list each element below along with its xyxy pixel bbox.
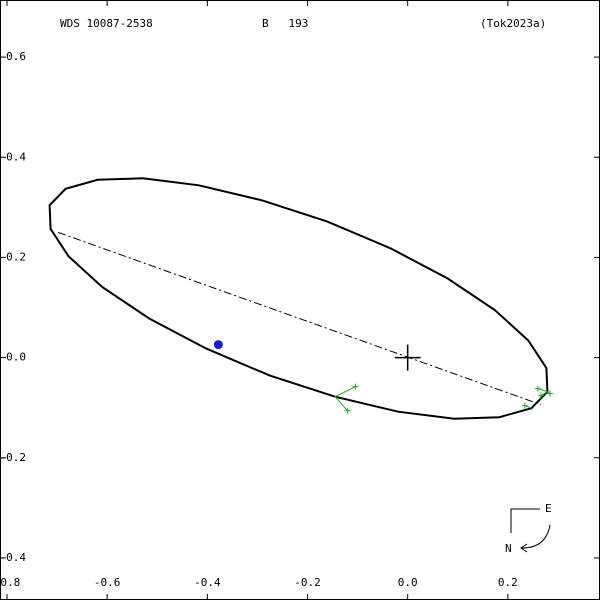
residual (334, 386, 356, 398)
compass: E N (505, 502, 552, 555)
compass-arrowhead (520, 543, 528, 553)
line-of-nodes (57, 231, 542, 406)
x-tick-label: -0.2 (294, 576, 321, 589)
position (213, 340, 223, 350)
y-tick-label: -0.4 (0, 551, 26, 564)
residual (540, 391, 548, 397)
y-tick-label: -0.2 (0, 451, 26, 464)
x-tick-label: -0.8 (0, 576, 20, 589)
observation (521, 402, 528, 409)
x-tick-label: -0.6 (94, 576, 121, 589)
y-tick-label: 0.6 (6, 50, 26, 63)
orbit (48, 177, 549, 420)
observation (344, 407, 351, 414)
y-tick-label: 0.2 (6, 250, 26, 263)
y-tick-label: 0.4 (6, 150, 26, 163)
chart-title: WDS 10087-2538 (60, 17, 153, 30)
y-tick-label: 0.0 (6, 351, 26, 364)
compass-arrow (521, 524, 551, 549)
residual (334, 396, 348, 412)
observation (534, 385, 541, 392)
compass-north: N (505, 542, 512, 555)
x-tick-label: 0.2 (498, 576, 518, 589)
primary (394, 344, 421, 371)
component: B 193 (262, 17, 308, 30)
compass-east: E (545, 502, 552, 515)
residual (537, 388, 548, 393)
observation (537, 392, 544, 399)
observation (546, 390, 553, 397)
observation (352, 383, 359, 390)
x-tick-label: 0.0 (398, 576, 418, 589)
compass-axes (510, 508, 540, 533)
x-tick-label: -0.4 (194, 576, 221, 589)
reference: (Tok2023a) (480, 17, 546, 30)
